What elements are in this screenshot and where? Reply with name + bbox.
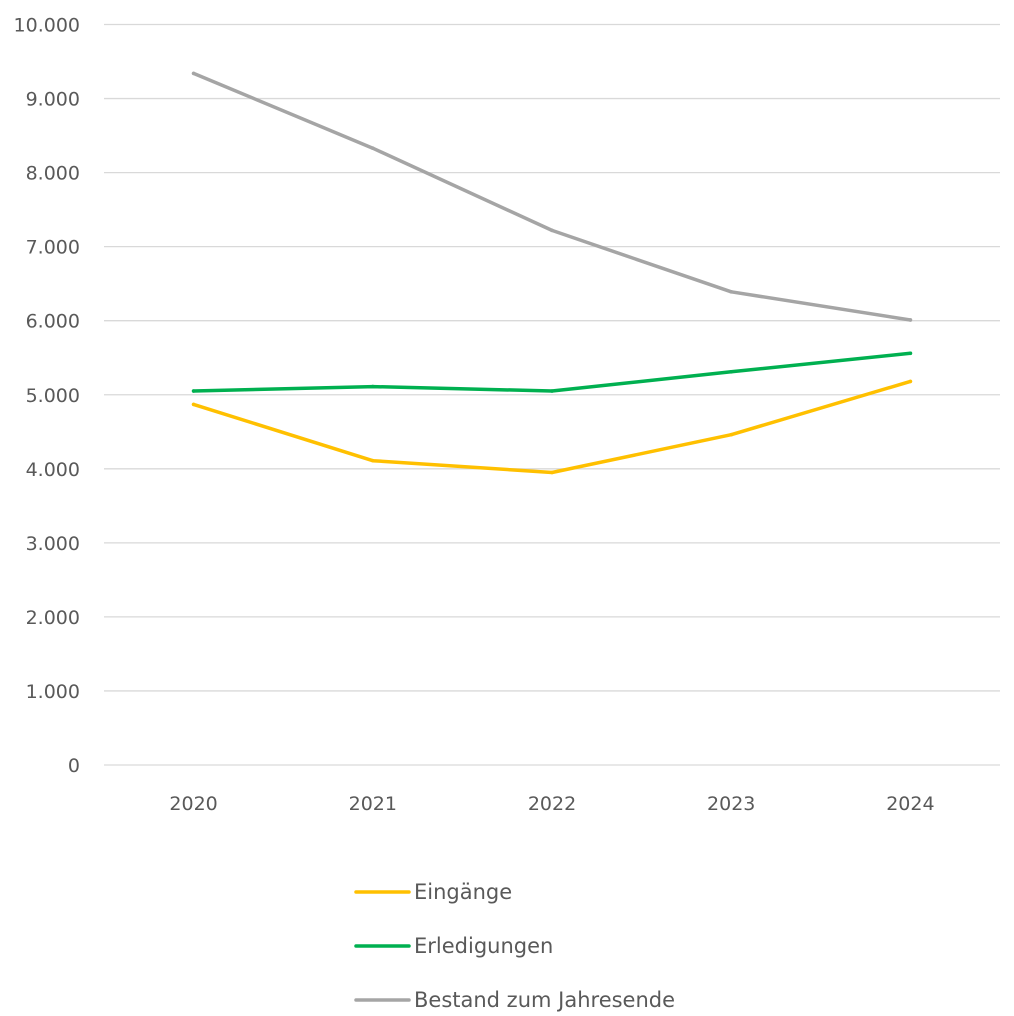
y-tick-label: 8.000 <box>26 163 80 185</box>
x-tick-label: 2024 <box>886 793 934 815</box>
x-tick-label: 2022 <box>528 793 576 815</box>
y-axis-tick-labels: 0 1.000 2.000 3.000 4.000 5.000 6.000 7.000 8.00… <box>14 15 80 778</box>
data-point <box>908 379 913 384</box>
y-tick-label: 7.000 <box>26 237 80 259</box>
x-tick-label: 2020 <box>169 793 217 815</box>
legend-label: Erledigungen <box>414 934 553 958</box>
y-tick-label: 0 <box>68 755 80 777</box>
y-tick-label: 3.000 <box>26 533 80 555</box>
data-point <box>191 402 196 407</box>
y-tick-label: 5.000 <box>26 385 80 407</box>
y-tick-label: 2.000 <box>26 607 80 629</box>
x-tick-label: 2023 <box>707 793 755 815</box>
legend-label: Eingänge <box>414 880 512 904</box>
legend-item: Bestand zum Jahresende <box>354 988 675 1012</box>
series-line-3 <box>191 71 913 322</box>
data-point <box>371 384 375 389</box>
data-point <box>729 290 733 294</box>
data-point <box>550 389 554 393</box>
series-line-2 <box>191 351 913 393</box>
data-point <box>908 318 913 322</box>
y-tick-label: 1.000 <box>26 681 80 703</box>
legend-label: Bestand zum Jahresende <box>414 988 675 1012</box>
data-point <box>191 71 196 76</box>
data-point <box>729 432 733 437</box>
series-lines <box>191 71 913 475</box>
legend-item: Eingänge <box>354 880 512 904</box>
legend: Eingänge Erledigungen Bestand zum Jahresen… <box>354 880 675 1012</box>
data-point <box>550 470 554 475</box>
data-point <box>729 369 733 374</box>
gridlines <box>104 23 1000 766</box>
y-tick-label: 9.000 <box>26 89 80 111</box>
y-tick-label: 10.000 <box>14 15 80 37</box>
data-point <box>908 351 913 356</box>
x-tick-label: 2021 <box>349 793 397 815</box>
data-point <box>550 228 554 233</box>
data-point <box>371 146 375 150</box>
data-point <box>371 458 375 463</box>
x-axis-tick-labels: 2020 2021 2022 2023 2024 <box>169 793 934 815</box>
legend-item: Erledigungen <box>354 934 553 958</box>
data-point <box>191 389 196 393</box>
y-tick-label: 4.000 <box>26 459 80 481</box>
y-tick-label: 6.000 <box>26 311 80 333</box>
